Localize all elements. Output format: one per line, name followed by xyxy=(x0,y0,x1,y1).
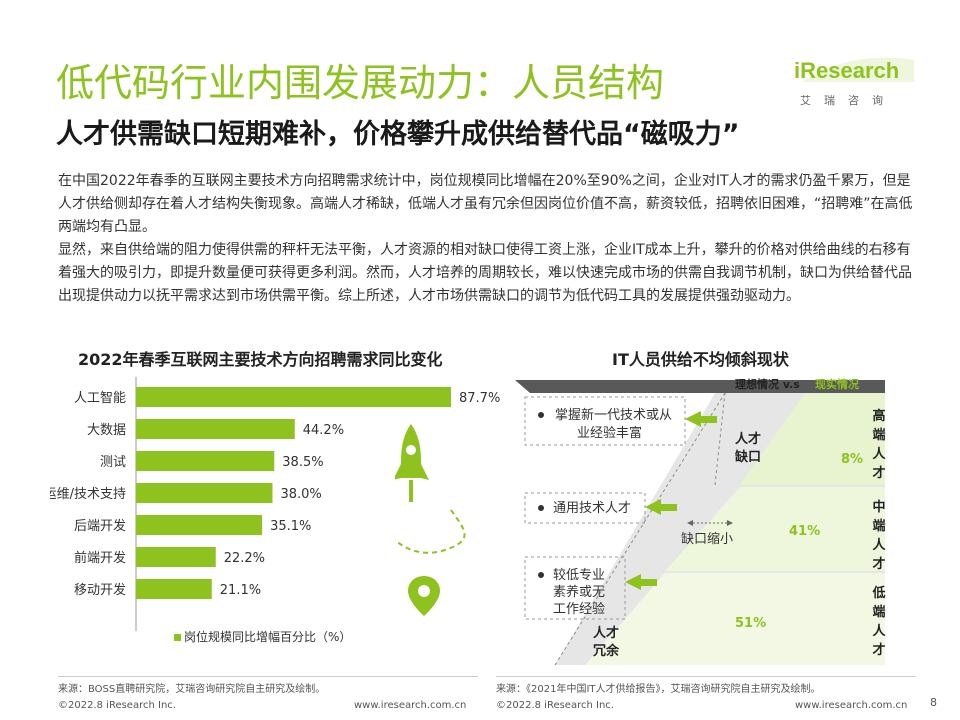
svg-text:高: 高 xyxy=(872,408,885,424)
gap-label-line2: 缺口 xyxy=(734,449,761,465)
svg-text:人: 人 xyxy=(872,623,886,639)
gap-shrink-arrow-icon xyxy=(687,520,733,526)
box-mid xyxy=(524,492,646,524)
ideal-label: 理想情况 v.s xyxy=(735,377,800,391)
bar xyxy=(136,547,216,567)
bullet-low xyxy=(538,572,544,578)
value-label: 38.5% xyxy=(282,455,323,470)
tier-mid-label: 中 端 人 才 xyxy=(872,499,886,572)
legend-label: 岗位规模同比增幅百分比（%） xyxy=(184,630,352,644)
tier-high-label: 高 端 人 才 xyxy=(872,408,886,481)
category-label: 运维/技术支持 xyxy=(50,487,126,502)
source-right: 来源：《2021年中国IT人才供给报告》，艾瑞咨询研究院自主研究及绘制。 xyxy=(496,684,821,695)
svg-text:端: 端 xyxy=(872,518,885,534)
bar-chart-legend: 岗位规模同比增幅百分比（%） xyxy=(174,628,351,645)
box-low xyxy=(524,556,626,620)
category-label: 前端开发 xyxy=(74,550,126,566)
rocket-icon xyxy=(395,424,466,554)
bar xyxy=(136,579,212,599)
bullet-high xyxy=(538,412,544,418)
bar-chart: 人工智能 87.7% 大数据 44.2% 测试 38.5% 运维/技术支持 38.0% 后端开发… xyxy=(50,377,500,631)
bar-chart-title: 2022年春季互联网主要技术方向招聘需求同比变化 xyxy=(78,350,443,369)
note-low-line1: 较低专业 xyxy=(553,568,605,583)
value-label: 22.2% xyxy=(224,551,265,566)
value-label: 35.1% xyxy=(270,519,311,534)
pct-high: 8% xyxy=(841,452,863,467)
gap-shrink-label: 缺口缩小 xyxy=(681,531,733,547)
body-paragraph-1: 在中国2022年春季的互联网主要技术方向招聘需求统计中，岗位规模同比增幅在20%… xyxy=(58,173,913,235)
svg-text:低: 低 xyxy=(871,585,885,601)
category-label: 大数据 xyxy=(87,423,126,438)
pct-mid: 41% xyxy=(789,524,820,539)
surplus-label-line1: 人才 xyxy=(593,625,619,641)
note-high-line2: 业经验丰富 xyxy=(577,425,642,441)
value-label: 21.1% xyxy=(220,583,261,598)
category-label: 测试 xyxy=(100,455,126,470)
logo-swoosh-icon xyxy=(802,57,914,82)
url-left[interactable]: www.iresearch.com.cn xyxy=(354,700,467,711)
footer-divider-left xyxy=(58,676,478,677)
location-pin-icon xyxy=(408,576,440,616)
svg-text:中: 中 xyxy=(872,499,885,515)
value-label: 44.2% xyxy=(303,423,344,438)
gap-label-line1: 人才 xyxy=(735,431,761,447)
value-label: 87.7% xyxy=(459,391,500,406)
bullet-mid xyxy=(538,505,544,511)
bar xyxy=(136,515,263,535)
box-high xyxy=(524,396,686,446)
note-low-line3: 工作经验 xyxy=(553,601,605,617)
iresearch-logo: iResearch 艾瑞咨询 xyxy=(790,52,920,112)
surplus-label-line2: 冗余 xyxy=(593,643,620,659)
pct-low: 51% xyxy=(735,616,766,631)
svg-text:才: 才 xyxy=(872,465,885,481)
note-high-line1: 掌握新一代技术或从 xyxy=(555,407,672,423)
svg-text:端: 端 xyxy=(872,604,885,620)
footer-divider-right xyxy=(496,676,916,677)
legend-swatch xyxy=(174,634,181,641)
arrow-low-icon xyxy=(625,574,657,590)
svg-text:才: 才 xyxy=(872,556,885,572)
copyright-left: ©2022.8 iResearch Inc. xyxy=(58,700,176,711)
arrow-high-icon xyxy=(685,411,717,427)
note-mid: 通用技术人才 xyxy=(553,501,631,516)
logo-wordmark: iResearch xyxy=(794,58,900,83)
url-right[interactable]: www.iresearch.com.cn xyxy=(795,700,908,711)
band-low xyxy=(585,573,885,665)
category-label: 移动开发 xyxy=(74,582,126,598)
bar xyxy=(136,419,295,439)
note-low-line2: 素养或无 xyxy=(553,584,605,600)
diagram-title: IT人员供给不均倾斜现状 xyxy=(612,350,789,369)
page-subtitle: 人才供需缺口短期难补，价格攀升成供给替代品“磁吸力” xyxy=(56,119,740,150)
page-title: 低代码行业内围发展动力：人员结构 xyxy=(56,61,665,105)
category-label: 人工智能 xyxy=(74,391,126,406)
svg-text:端: 端 xyxy=(872,427,885,443)
source-left: 来源：BOSS直聘研究院，艾瑞咨询研究院自主研究及绘制。 xyxy=(58,684,326,695)
body-paragraph-2: 显然，来自供给端的阻力使得供需的秤杆无法平衡，人才资源的相对缺口使得工资上涨，企… xyxy=(58,242,912,304)
supply-diagram: 理想情况 v.s 现实情况 掌握新一代技术或从 业经验丰富 通用技术人才 较低专… xyxy=(515,377,886,665)
svg-text:人: 人 xyxy=(872,537,886,553)
value-label: 38.0% xyxy=(280,487,321,502)
logo-chinese: 艾瑞咨询 xyxy=(800,94,896,107)
real-label: 现实情况 xyxy=(815,377,859,391)
tier-low-label: 低 端 人 才 xyxy=(871,585,886,658)
svg-text:才: 才 xyxy=(872,642,885,658)
body-text: 在中国2022年春季的互联网主要技术方向招聘需求统计中，岗位规模同比增幅在20%… xyxy=(58,170,918,308)
bar xyxy=(136,451,275,471)
svg-text:人: 人 xyxy=(872,446,886,462)
page-number: 8 xyxy=(930,696,937,709)
copyright-right: ©2022.8 iResearch Inc. xyxy=(496,700,614,711)
band-high xyxy=(740,393,885,485)
header-band xyxy=(515,380,885,393)
category-label: 后端开发 xyxy=(74,518,126,534)
arrow-mid-icon xyxy=(645,499,677,515)
bar xyxy=(136,387,451,407)
bar xyxy=(136,483,273,503)
band-mid xyxy=(665,487,885,571)
